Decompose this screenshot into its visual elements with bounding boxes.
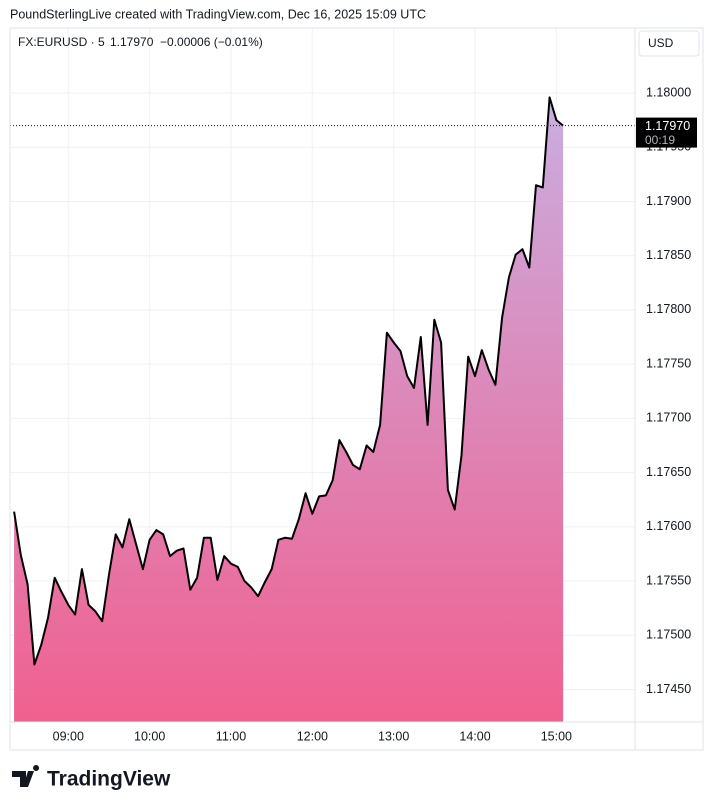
y-tick-label: 1.17750 [646,356,691,370]
y-tick-label: 1.17650 [646,465,691,479]
header: PoundSterlingLive created with TradingVi… [10,7,426,21]
x-tick-label: 13:00 [378,729,409,743]
y-tick-label: 1.17900 [646,194,691,208]
x-tick-label: 12:00 [297,729,328,743]
y-tick-label: 1.17450 [646,682,691,696]
price-tag-price: 1.17970 [645,119,690,133]
y-tick-label: 1.17600 [646,519,691,533]
y-tick-label: 1.17800 [646,302,691,316]
currency[interactable]: USD [648,36,674,50]
y-tick-label: 1.17700 [646,411,691,425]
y-tick-label: 1.17550 [646,573,691,587]
area-fill [14,97,564,722]
x-tick-label: 14:00 [459,729,490,743]
x-tick-label: 11:00 [216,729,246,743]
logo-icon [12,765,40,787]
x-tick-label: 09:00 [53,729,84,743]
legend-change: −0.00006 (−0.01%) [160,35,263,49]
x-tick-label: 15:00 [541,729,572,743]
y-tick-label: 1.18000 [646,85,691,99]
price-tag [636,117,697,148]
frame [9,27,704,751]
logo: TradingView [12,765,171,791]
logo-text: TradingView [47,768,171,791]
legend-price: 1.17970 [110,35,154,49]
price-tag-countdown: 00:19 [645,133,675,147]
x-tick-label: 10:00 [134,729,165,743]
currency-button[interactable] [638,30,700,57]
y-tick-label: 1.17500 [646,628,691,642]
y-tick-label: 1.17850 [646,248,691,262]
price-line [13,96,564,666]
legend-symbol: FX:EURUSD · 5 [18,35,105,49]
